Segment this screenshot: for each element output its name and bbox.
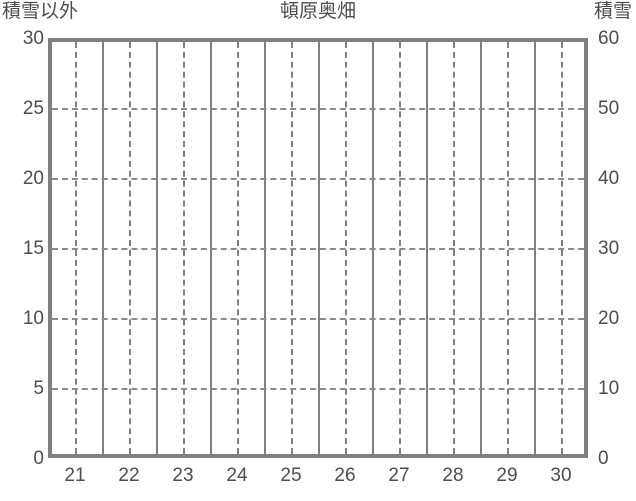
gridline-horizontal bbox=[52, 318, 584, 320]
y-axis-tick-label-left: 15 bbox=[22, 238, 44, 259]
y-axis-tick-label-left: 20 bbox=[22, 168, 44, 189]
gridline-horizontal bbox=[52, 108, 584, 110]
y-axis-tick-label-left: 0 bbox=[33, 448, 44, 469]
right-axis-title: 積雪 bbox=[593, 1, 632, 22]
x-axis-tick-label: 24 bbox=[226, 465, 248, 486]
y-axis-tick-label-left: 25 bbox=[22, 98, 44, 119]
x-axis-tick-label: 21 bbox=[64, 465, 86, 486]
y-axis-tick-label-left: 30 bbox=[22, 28, 44, 49]
x-axis-tick-label: 26 bbox=[334, 465, 356, 486]
y-axis-tick-label-right: 20 bbox=[598, 308, 620, 329]
y-axis-tick-label-right: 60 bbox=[598, 28, 620, 49]
y-axis-tick-label-right: 30 bbox=[598, 238, 620, 259]
gridline-horizontal bbox=[52, 388, 584, 390]
y-axis-tick-label-right: 40 bbox=[598, 168, 620, 189]
gridlines-layer bbox=[52, 42, 584, 454]
x-axis-tick-label: 27 bbox=[388, 465, 410, 486]
x-axis-tick-label: 28 bbox=[442, 465, 464, 486]
y-axis-tick-label-left: 5 bbox=[33, 378, 44, 399]
y-axis-tick-label-left: 10 bbox=[22, 308, 44, 329]
y-axis-tick-label-right: 10 bbox=[598, 378, 620, 399]
x-axis-tick-label: 23 bbox=[172, 465, 194, 486]
left-axis-title: 積雪以外 bbox=[2, 1, 79, 22]
y-axis-tick-label-right: 0 bbox=[598, 448, 609, 469]
x-axis-tick-label: 22 bbox=[118, 465, 140, 486]
chart-title: 頓原奥畑 bbox=[279, 1, 356, 22]
plot-area bbox=[48, 38, 588, 458]
gridline-horizontal bbox=[52, 178, 584, 180]
y-axis-tick-label-right: 50 bbox=[598, 98, 620, 119]
gridline-horizontal bbox=[52, 248, 584, 250]
x-axis-tick-label: 29 bbox=[496, 465, 518, 486]
x-axis-tick-label: 30 bbox=[550, 465, 572, 486]
x-axis-tick-label: 25 bbox=[280, 465, 302, 486]
